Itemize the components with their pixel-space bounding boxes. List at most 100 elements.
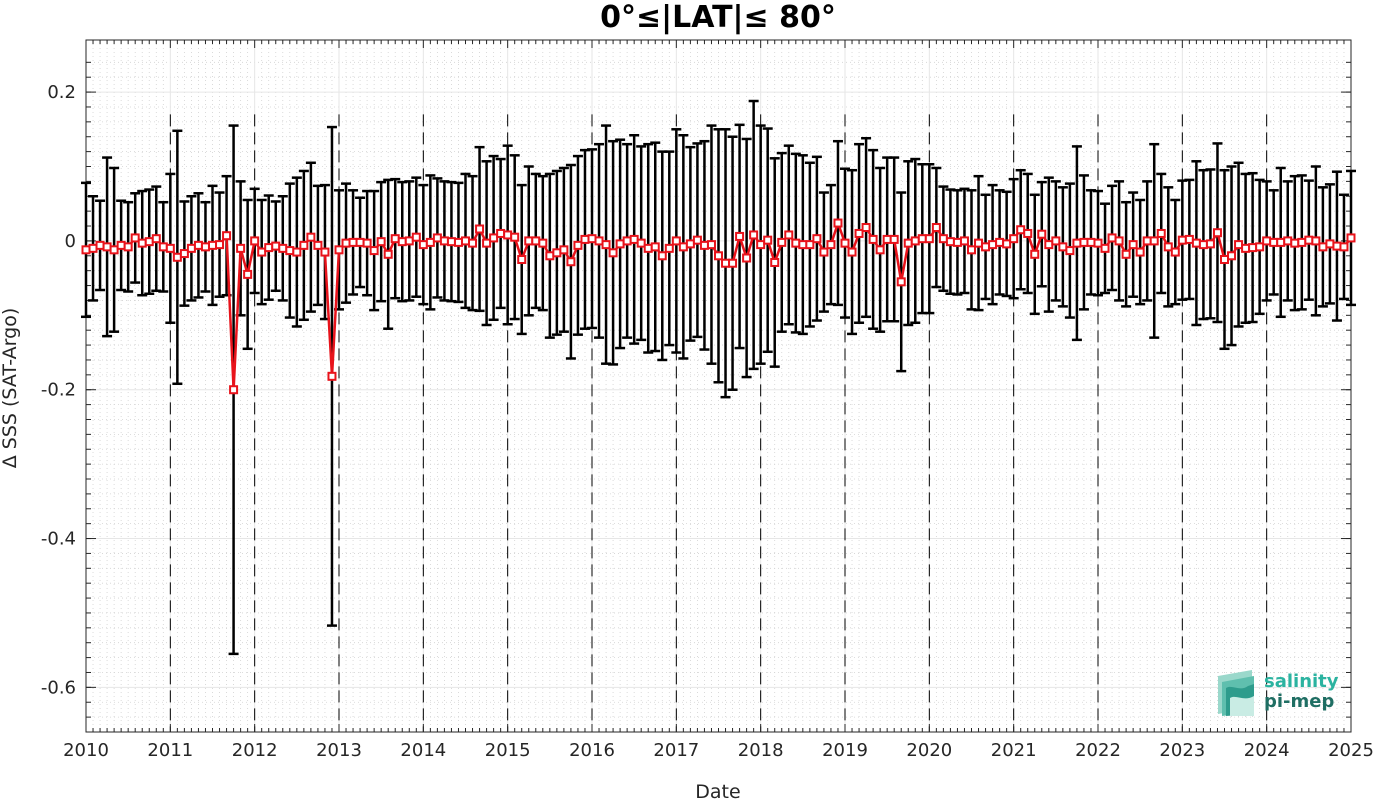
data-point (967, 245, 976, 255)
data-point (390, 234, 400, 244)
data-point (1198, 240, 1208, 250)
x-tick-label: 2025 (1328, 740, 1374, 761)
data-point (468, 238, 478, 248)
data-point (81, 245, 91, 255)
data-point (573, 240, 583, 250)
data-point (489, 233, 499, 243)
data-point (250, 236, 260, 246)
data-point (770, 257, 780, 267)
data-point (236, 243, 246, 253)
data-point (903, 238, 913, 248)
data-point (1283, 236, 1293, 246)
data-point (1325, 239, 1335, 249)
data-point (397, 237, 407, 247)
data-point (1023, 228, 1033, 238)
data-point (1016, 225, 1026, 235)
data-point (193, 240, 203, 250)
data-point (657, 251, 667, 261)
x-tick-label: 2019 (822, 740, 868, 761)
data-point (594, 236, 604, 246)
x-tick-label: 2023 (1159, 740, 1205, 761)
data-point (917, 234, 927, 244)
data-point (306, 232, 316, 242)
data-point (819, 247, 829, 257)
data-point (102, 242, 112, 252)
x-tick-label: 2011 (147, 740, 193, 761)
data-point (952, 237, 962, 247)
plot-area: 2010 2011 2012 2013 2014 2015 2016 2017 2018 2019… (41, 39, 1374, 761)
data-point (158, 242, 168, 252)
data-point (538, 238, 548, 248)
data-point (1191, 238, 1201, 248)
data-point (320, 247, 330, 257)
data-point (910, 236, 920, 246)
data-point (1051, 236, 1061, 246)
y-tick-label: -0.6 (41, 677, 76, 698)
data-point (1107, 233, 1117, 243)
data-point (1255, 242, 1265, 252)
data-point (313, 240, 323, 250)
data-point (1065, 246, 1075, 256)
data-point (805, 240, 815, 250)
data-point (186, 243, 196, 253)
data-point (439, 236, 449, 246)
data-point (257, 247, 267, 257)
data-point (959, 236, 969, 246)
data-point (664, 243, 674, 253)
data-point (1269, 237, 1279, 247)
data-point (425, 237, 435, 247)
data-point (341, 238, 351, 248)
data-point (1346, 233, 1356, 243)
data-point (636, 238, 646, 248)
data-point (974, 238, 984, 248)
logo-wave-icon (1218, 670, 1254, 716)
data-point (109, 245, 119, 255)
data-point (714, 251, 723, 261)
data-point (756, 240, 766, 250)
data-point (1177, 235, 1187, 245)
data-point (461, 236, 470, 246)
data-point (735, 231, 745, 241)
data-point (285, 246, 295, 256)
logo-line2: pi-mep (1264, 691, 1334, 712)
data-point (692, 235, 702, 245)
x-axis-label: Date (695, 781, 740, 801)
data-point (1234, 240, 1244, 250)
data-point (1002, 239, 1012, 249)
x-tick-label: 2015 (485, 740, 531, 761)
data-point (418, 240, 428, 250)
data-point (1205, 239, 1215, 249)
data-point (1297, 237, 1307, 247)
data-point (1220, 255, 1229, 265)
data-point (685, 239, 695, 249)
data-point (1079, 237, 1089, 247)
data-point (938, 234, 948, 244)
x-tick-label: 2016 (569, 740, 615, 761)
data-point (1128, 240, 1138, 250)
x-tick-label: 2013 (316, 740, 362, 761)
data-point (278, 243, 288, 253)
data-point (348, 237, 358, 247)
data-point (1142, 236, 1152, 246)
data-point (200, 242, 210, 252)
data-point (1304, 235, 1314, 245)
data-point (229, 385, 239, 395)
data-point (847, 247, 857, 257)
data-point (643, 243, 653, 253)
x-tick-label: 2017 (653, 740, 699, 761)
data-point (496, 228, 506, 238)
x-tick-label: 2012 (232, 740, 278, 761)
x-tick-label: 2018 (738, 740, 784, 761)
data-point (1093, 238, 1103, 248)
data-point (1170, 247, 1180, 257)
data-point (784, 230, 794, 240)
data-point (749, 230, 759, 240)
data-point (924, 234, 934, 244)
data-point (376, 237, 386, 247)
data-point (1318, 242, 1328, 252)
data-point (798, 240, 808, 250)
data-point (1276, 237, 1286, 247)
data-point (678, 242, 688, 252)
x-tick-label: 2022 (1075, 740, 1121, 761)
salinity-pi-mep-logo: salinity pi-mep (1218, 670, 1339, 716)
